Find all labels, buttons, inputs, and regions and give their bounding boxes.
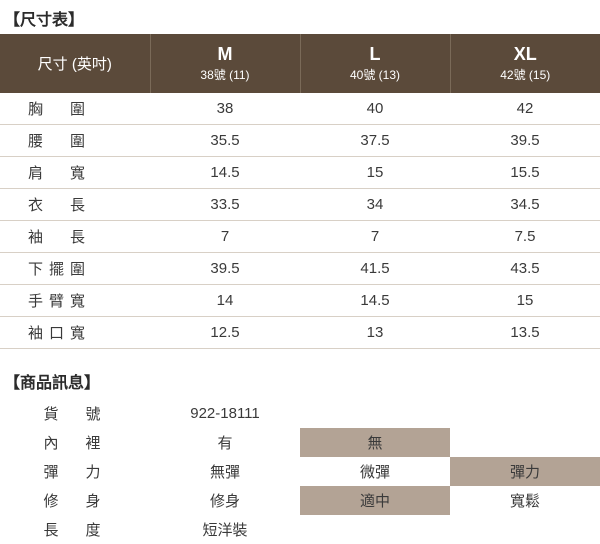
table-row: 手臂寬1414.515 [0,285,600,317]
size-cell: 15.5 [450,157,600,189]
size-cell: 38 [150,93,300,125]
size-cell: 14 [150,285,300,317]
table-row: 彈 力無彈微彈彈力 [0,457,600,486]
size-row-label: 手臂寬 [0,285,150,317]
info-cell [450,428,600,457]
table-row: 袖 長777.5 [0,221,600,253]
info-cell: 適中 [300,486,450,515]
size-table: 尺寸 (英吋) M 38號 (11) L 40號 (13) XL 42號 (15… [0,34,600,349]
info-cell: 無彈 [150,457,300,486]
info-cell [300,515,450,544]
size-cell: 14.5 [150,157,300,189]
info-cell [450,399,600,428]
size-col-main: XL [455,44,597,66]
size-cell: 15 [450,285,600,317]
info-cell: 無 [300,428,450,457]
info-cell [300,399,450,428]
size-cell: 15 [300,157,450,189]
size-cell: 13.5 [450,317,600,349]
table-row: 貨 號922-18111 [0,399,600,428]
info-row-label: 貨 號 [0,399,150,428]
size-row-label: 衣 長 [0,189,150,221]
size-cell: 13 [300,317,450,349]
info-cell: 彈力 [450,457,600,486]
size-cell: 7 [150,221,300,253]
info-row-label: 長 度 [0,515,150,544]
size-cell: 37.5 [300,125,450,157]
size-col-sub: 38號 (11) [155,68,296,84]
table-row: 衣 長33.53434.5 [0,189,600,221]
size-header-label: 尺寸 (英吋) [38,56,112,73]
size-cell: 39.5 [150,253,300,285]
table-row: 袖口寬12.51313.5 [0,317,600,349]
size-cell: 14.5 [300,285,450,317]
info-cell: 修身 [150,486,300,515]
info-table: 貨 號922-18111內 裡有無彈 力無彈微彈彈力修 身修身適中寬鬆長 度短洋… [0,399,600,544]
size-cell: 7 [300,221,450,253]
size-cell: 7.5 [450,221,600,253]
info-cell: 寬鬆 [450,486,600,515]
info-cell: 短洋裝 [150,515,300,544]
size-table-header-row: 尺寸 (英吋) M 38號 (11) L 40號 (13) XL 42號 (15… [0,34,600,93]
size-cell: 39.5 [450,125,600,157]
size-cell: 34 [300,189,450,221]
size-section-title: 【尺寸表】 [0,0,600,34]
table-row: 腰 圍35.537.539.5 [0,125,600,157]
info-row-label: 修 身 [0,486,150,515]
table-row: 修 身修身適中寬鬆 [0,486,600,515]
table-row: 長 度短洋裝 [0,515,600,544]
table-row: 內 裡有無 [0,428,600,457]
size-row-label: 腰 圍 [0,125,150,157]
size-row-label: 下擺圍 [0,253,150,285]
size-cell: 12.5 [150,317,300,349]
info-cell [450,515,600,544]
size-cell: 41.5 [300,253,450,285]
size-row-label: 肩 寬 [0,157,150,189]
size-col-main: M [155,44,296,66]
size-row-label: 胸 圍 [0,93,150,125]
size-col-main: L [305,44,446,66]
size-cell: 34.5 [450,189,600,221]
size-cell: 35.5 [150,125,300,157]
size-col-sub: 42號 (15) [455,68,597,84]
info-row-label: 內 裡 [0,428,150,457]
size-col-sub: 40號 (13) [305,68,446,84]
size-row-label: 袖 長 [0,221,150,253]
size-cell: 42 [450,93,600,125]
info-row-label: 彈 力 [0,457,150,486]
table-row: 肩 寬14.51515.5 [0,157,600,189]
size-cell: 33.5 [150,189,300,221]
table-row: 胸 圍384042 [0,93,600,125]
info-cell: 922-18111 [150,399,300,428]
size-row-label: 袖口寬 [0,317,150,349]
info-section-title: 【商品訊息】 [0,363,600,397]
info-cell: 有 [150,428,300,457]
size-cell: 43.5 [450,253,600,285]
table-row: 下擺圍39.541.543.5 [0,253,600,285]
info-cell: 微彈 [300,457,450,486]
size-cell: 40 [300,93,450,125]
